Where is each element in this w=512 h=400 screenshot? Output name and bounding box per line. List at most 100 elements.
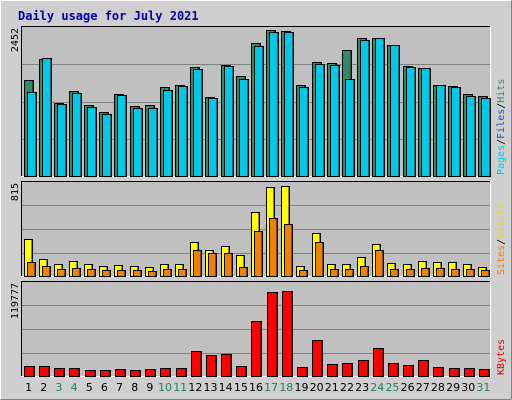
bar-files-day-16 <box>254 46 264 177</box>
x-tick-label: 14 <box>219 381 233 394</box>
bar-fill <box>284 32 294 177</box>
bar-fill <box>54 368 65 377</box>
bar-fill <box>342 363 353 377</box>
bar-fill <box>224 66 234 177</box>
bar-fill <box>251 321 262 377</box>
legend-entry: Pages <box>496 145 507 175</box>
bar-fill <box>24 366 35 377</box>
x-tick-label: 17 <box>264 381 278 394</box>
x-tick-label: 11 <box>173 381 187 394</box>
bar-fill <box>239 267 248 277</box>
bar-fill <box>451 269 460 277</box>
bar-fill <box>72 268 81 277</box>
bar-fill <box>451 87 461 177</box>
legend: KBytes <box>496 339 507 375</box>
bar-fill <box>145 369 156 377</box>
bar-fill <box>100 370 111 377</box>
bar-files-day-6 <box>102 114 112 177</box>
bar-fill <box>345 79 355 177</box>
bar-kbytes-day-17 <box>267 292 278 377</box>
bar-fill <box>87 269 96 277</box>
bar-fill <box>330 269 339 277</box>
bar-files-day-13 <box>208 98 218 177</box>
chart-title: Daily usage for July 2021 <box>18 9 199 23</box>
bar-kbytes-day-12 <box>191 351 202 377</box>
bar-kbytes-day-8 <box>130 370 141 377</box>
bar-kbytes-day-21 <box>327 364 338 377</box>
bar-kbytes-day-23 <box>358 360 369 377</box>
bar-kbytes-day-16 <box>251 321 262 377</box>
bar-kbytes-day-19 <box>297 367 308 377</box>
bar-sites-day-21 <box>330 269 339 277</box>
bar-files-day-1 <box>27 92 37 177</box>
legend-entry: Files <box>496 109 507 139</box>
x-tick-label: 18 <box>279 381 293 394</box>
x-tick-label: 24 <box>370 381 384 394</box>
bar-kbytes-day-3 <box>54 368 65 377</box>
bar-kbytes-day-9 <box>145 369 156 377</box>
bar-fill <box>358 360 369 377</box>
bar-fill <box>388 363 399 377</box>
bar-fill <box>239 79 249 177</box>
bar-fill <box>85 370 96 377</box>
legend-entry: Hits <box>496 79 507 103</box>
x-tick-label: 21 <box>325 381 339 394</box>
bar-sites-day-25 <box>390 269 399 277</box>
bar-files-day-23 <box>360 40 370 177</box>
bar-files-day-7 <box>117 95 127 177</box>
legend: Pages/Files/Hits <box>496 79 507 175</box>
bar-fill <box>163 269 172 277</box>
bar-files-day-27 <box>421 68 431 177</box>
bar-sites-day-1 <box>27 262 36 277</box>
bar-kbytes-day-15 <box>236 366 247 377</box>
x-tick-label: 8 <box>131 381 138 394</box>
bar-fill <box>282 291 293 377</box>
bar-sites-day-24 <box>375 250 384 277</box>
bar-kbytes-day-22 <box>342 363 353 377</box>
panel-kbytes: 119777 KBytes <box>10 281 507 377</box>
bar-kbytes-day-18 <box>282 291 293 377</box>
x-tick-label: 27 <box>416 381 430 394</box>
bar-fill <box>224 253 233 277</box>
bar-sites-day-17 <box>269 218 278 277</box>
bar-fill <box>148 108 158 177</box>
x-tick-label: 31 <box>476 381 490 394</box>
bar-fill <box>163 90 173 177</box>
bar-kbytes-day-6 <box>100 370 111 377</box>
bar-files-day-24 <box>375 38 385 177</box>
x-tick-label: 1 <box>25 381 32 394</box>
x-tick-label: 15 <box>234 381 248 394</box>
bar-sites-day-30 <box>466 269 475 277</box>
bar-fill <box>27 92 37 177</box>
bar-fill <box>178 269 187 277</box>
bar-kbytes-day-11 <box>176 368 187 377</box>
bar-fill <box>418 360 429 377</box>
bar-fill <box>299 270 308 277</box>
bar-fill <box>299 87 309 177</box>
bar-fill <box>208 253 217 277</box>
bar-fill <box>269 32 279 177</box>
bar-files-day-5 <box>87 107 97 177</box>
legend-entry: / <box>496 239 507 245</box>
bar-fill <box>221 354 232 377</box>
x-tick-label: 20 <box>310 381 324 394</box>
bar-fill <box>102 114 112 177</box>
bar-fill <box>130 370 141 377</box>
bar-sites-day-28 <box>436 268 445 277</box>
legend: Sites/Visits <box>496 203 507 275</box>
bar-fill <box>449 368 460 377</box>
bar-kbytes-day-27 <box>418 360 429 377</box>
bar-files-day-15 <box>239 79 249 177</box>
bar-kbytes-day-4 <box>69 368 80 377</box>
bar-files-day-21 <box>330 65 340 177</box>
bar-files-day-14 <box>224 66 234 177</box>
bar-sites-day-22 <box>345 269 354 277</box>
bar-fill <box>403 365 414 377</box>
bar-fill <box>312 340 323 377</box>
bar-fill <box>375 250 384 277</box>
bar-fill <box>254 231 263 277</box>
bar-fill <box>464 368 475 377</box>
bar-sites-day-4 <box>72 268 81 277</box>
x-tick-label: 12 <box>188 381 202 394</box>
panel-visits-sites: 815 Sites/Visits <box>10 181 507 277</box>
